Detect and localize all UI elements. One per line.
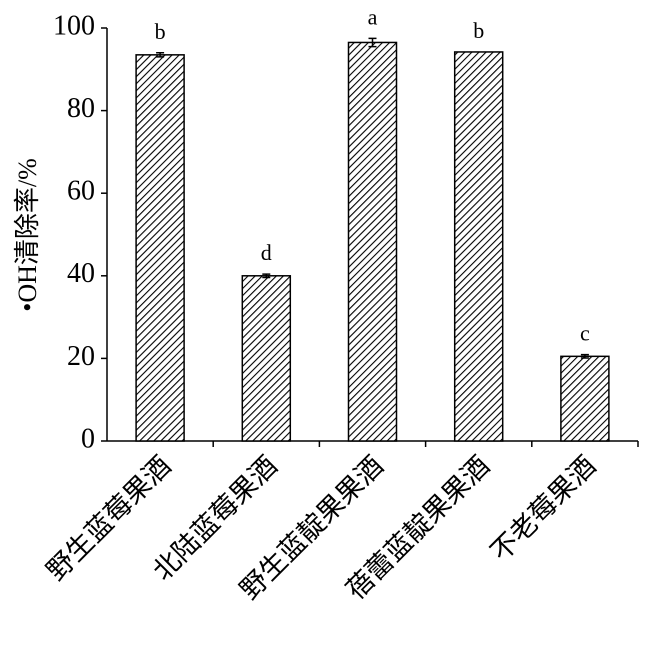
y-tick-label: 20: [67, 341, 95, 372]
error-bar: [156, 52, 165, 58]
significance-letter: a: [368, 4, 378, 29]
y-axis-label: •OH清除率/%: [13, 158, 42, 312]
bar: [347, 41, 398, 442]
significance-letter: b: [155, 19, 166, 44]
significance-letter: b: [473, 18, 484, 43]
y-tick-label: 100: [53, 10, 95, 41]
error-bar: [580, 353, 589, 359]
y-tick-label: 80: [67, 93, 95, 124]
error-bar: [262, 273, 271, 279]
bar: [560, 355, 610, 442]
error-bar: [368, 37, 377, 48]
bar: [135, 54, 185, 442]
y-tick-label: 0: [81, 423, 95, 454]
y-tick-label: 60: [67, 176, 95, 207]
x-tick-label: 不老莓果酒: [485, 450, 602, 567]
significance-letter: d: [261, 240, 272, 265]
y-tick-label: 40: [67, 258, 95, 289]
significance-letter: c: [580, 321, 590, 346]
bar: [453, 51, 504, 442]
bar: [241, 275, 292, 442]
